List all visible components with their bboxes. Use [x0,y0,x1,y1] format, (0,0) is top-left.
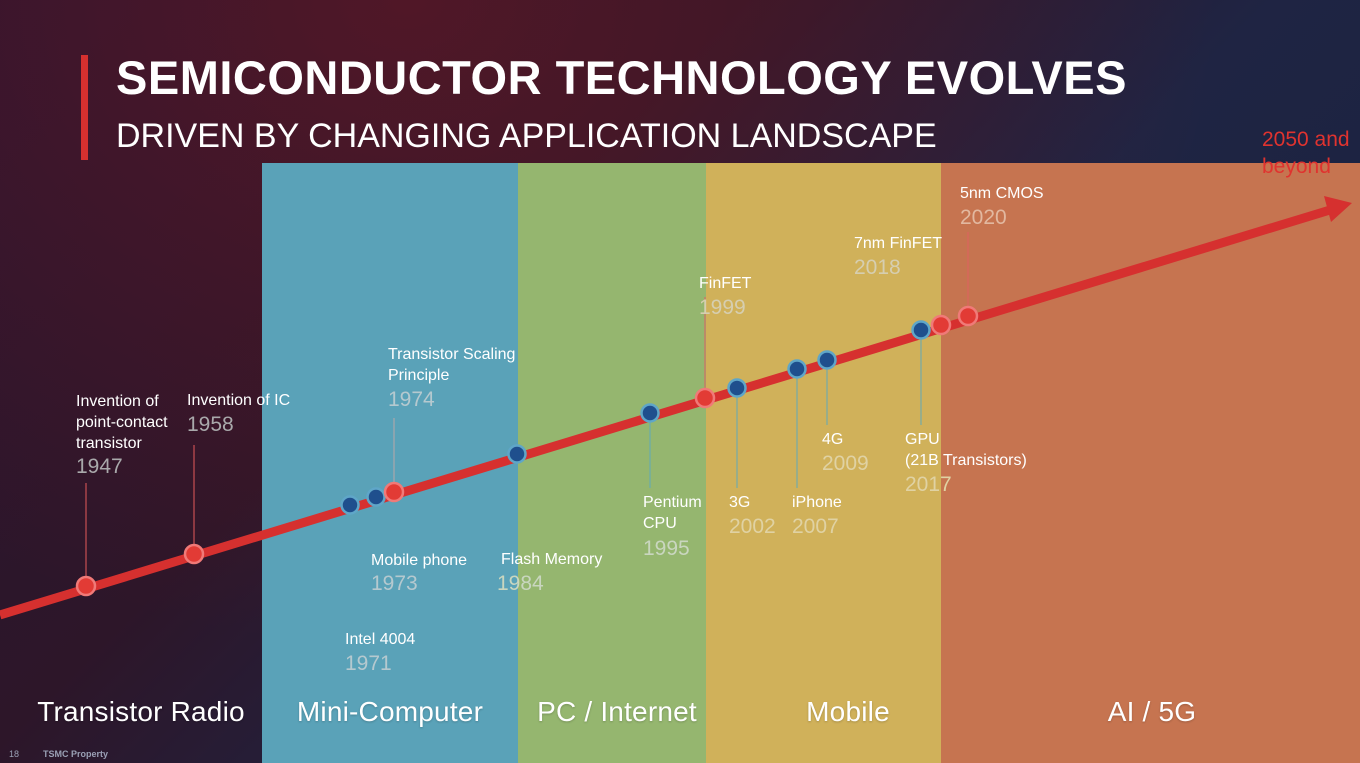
milestone-text-line: 5nm CMOS [960,185,1044,202]
milestone-label-1995: Pentium CPU [643,492,702,534]
milestone-year-1958: 1958 [187,413,234,436]
milestone-year-2007: 2007 [792,515,839,538]
marker-1947 [75,575,97,597]
milestone-text-line: Principle [388,367,450,384]
milestone-label-2009: 4G [822,429,843,450]
milestone-label-1974: Transistor Scaling Principle [388,344,515,386]
era-label-pc-internet: PC / Internet [537,696,697,727]
milestone-text-line: iPhone [792,494,842,511]
marker-1974 [383,481,405,503]
milestone-text-line: (21B Transistors) [905,452,1027,469]
title-accent-bar [81,55,88,160]
milestone-year-2009: 2009 [822,452,869,475]
milestone-text-line: 3G [729,494,751,511]
page-number: 18 [9,749,20,759]
milestone-text-line: 7nm FinFET [854,235,943,252]
future-label-line-2: beyond [1262,155,1331,178]
era-label-ai-5g: AI / 5G [1107,696,1197,727]
milestone-year-2002: 2002 [729,515,776,538]
milestone-text-line: Intel 4004 [345,631,416,648]
milestone-text-line: Mobile phone [371,552,468,569]
marker-2007 [787,359,807,379]
milestone-text-line: Pentium [643,494,702,511]
milestone-text-line: Flash Memory [501,551,603,568]
marker-2018 [930,314,952,336]
era-label-transistor-radio: Transistor Radio [37,696,245,727]
milestone-text-line: CPU [643,515,677,532]
era-band-mobile [706,163,941,763]
milestone-text-line: FinFET [699,275,752,292]
marker-2009 [817,350,837,370]
marker-1999 [694,387,716,409]
milestone-text-line: point-contact [76,414,168,431]
milestone-label-2007: iPhone [792,492,842,513]
milestone-year-1999: 1999 [699,296,746,319]
marker-1971 [340,495,360,515]
slide-subtitle: DRIVEN BY CHANGING APPLICATION LANDSCAPE [116,117,937,155]
milestone-label-2017: GPU (21B Transistors) [905,429,1027,471]
milestone-year-1974: 1974 [388,388,435,411]
milestone-year-2017: 2017 [905,473,952,496]
milestone-year-1971: 1971 [345,652,392,675]
footer-text: TSMC Property [43,749,109,759]
marker-1984 [507,444,527,464]
milestone-label-1973: Mobile phone [371,550,467,571]
milestone-label-2002: 3G [729,492,750,513]
milestone-text-line: Invention of [76,393,159,410]
milestone-label-1947: Invention of point-contact transistor [76,391,168,454]
milestone-text-line: Transistor Scaling [388,346,516,363]
marker-1973 [366,487,386,507]
milestone-year-1995: 1995 [643,537,690,560]
marker-2002 [727,378,747,398]
milestone-text-line: Invention of IC [187,392,291,409]
milestone-label-1971: Intel 4004 [345,629,415,650]
marker-1995 [640,403,660,423]
milestone-label-2020: 5nm CMOS [960,183,1044,204]
marker-2020 [957,305,979,327]
timeline-arrow-line [0,205,1332,620]
milestone-label-1984: Flash Memory [501,549,602,570]
milestone-label-1999: FinFET [699,273,751,294]
timeline-arrow-head [1324,196,1352,222]
future-label: 2050 and beyond [1262,126,1350,180]
future-label-line-1: 2050 and [1262,128,1350,151]
era-label-mobile: Mobile [806,696,890,727]
milestone-year-1973: 1973 [371,572,418,595]
milestone-text-line: GPU [905,431,940,448]
milestone-label-1958: Invention of IC [187,390,290,411]
milestone-year-1947: 1947 [76,455,123,478]
milestone-year-2018: 2018 [854,256,901,279]
milestone-text-line: transistor [76,435,142,452]
marker-1958 [183,543,205,565]
milestone-year-1984: 1984 [497,572,544,595]
era-band-pc-internet [518,163,706,763]
era-band-mini-computer [262,163,518,763]
milestone-label-2018: 7nm FinFET [854,233,942,254]
marker-2017 [911,320,931,340]
era-label-mini-computer: Mini-Computer [296,696,484,727]
milestone-text-line: 4G [822,431,844,448]
timeline-markers [75,305,979,597]
milestone-year-2020: 2020 [960,206,1007,229]
slide-title: SEMICONDUCTOR TECHNOLOGY EVOLVES [116,51,1127,104]
connector-lines [85,232,969,586]
